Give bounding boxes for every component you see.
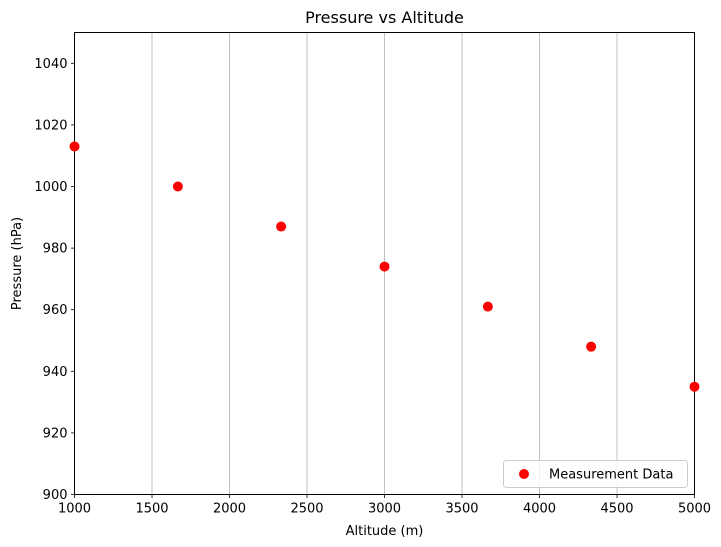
y-tick-label: 920: [43, 426, 68, 441]
chart-title: Pressure vs Altitude: [305, 8, 464, 27]
grid-lines: [151, 32, 618, 495]
data-point: [172, 181, 183, 192]
y-axis-ticks: 900 920 940 960 980 1000 1020 1040: [34, 57, 75, 503]
y-tick-label: 960: [43, 303, 68, 318]
y-tick-label: 900: [43, 488, 68, 503]
data-points: [69, 141, 700, 392]
data-point: [379, 261, 390, 272]
data-point: [69, 141, 80, 152]
y-axis-title: Pressure (hPa): [10, 217, 25, 310]
x-axis-ticks: 1000 1500 2000 2500 3000 3500 4000 4500 5000: [58, 494, 711, 517]
legend-label: Measurement Data: [549, 468, 673, 483]
x-tick-label: 2500: [290, 502, 323, 517]
x-axis-title: Altitude (m): [346, 524, 424, 539]
data-point: [586, 341, 597, 352]
data-point: [689, 381, 700, 392]
x-tick-label: 4500: [600, 502, 633, 517]
legend-marker: [519, 469, 529, 479]
x-tick-label: 1500: [135, 502, 168, 517]
x-tick-label: 4000: [523, 502, 556, 517]
data-point: [276, 221, 287, 232]
x-tick-label: 2000: [213, 502, 246, 517]
y-tick-label: 940: [43, 365, 68, 380]
legend-box: [503, 460, 688, 488]
data-point: [482, 301, 493, 312]
x-tick-label: 1000: [58, 502, 91, 517]
y-tick-label: 980: [43, 242, 68, 257]
x-tick-label: 3500: [445, 502, 478, 517]
y-tick-label: 1020: [34, 118, 67, 133]
y-tick-label: 1000: [34, 180, 67, 195]
x-tick-label: 5000: [678, 502, 711, 517]
x-tick-label: 3000: [368, 502, 401, 517]
legend: Measurement Data: [503, 460, 688, 488]
y-tick-label: 1040: [34, 57, 67, 72]
